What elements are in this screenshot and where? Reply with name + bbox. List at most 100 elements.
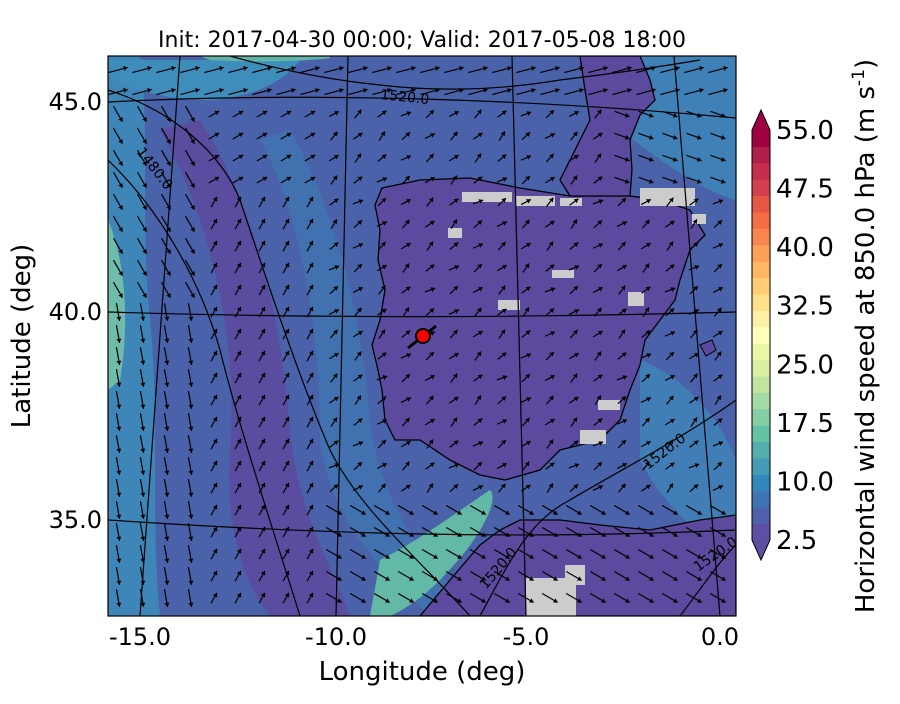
wind-arrow-head [116, 602, 122, 607]
wind-arrow-head [430, 287, 436, 292]
wind-arrow-head [214, 154, 220, 160]
wind-arrow-head [308, 482, 314, 488]
wind-arrow-head [672, 157, 678, 162]
wind-arrow-head [116, 492, 122, 497]
wind-arrow-head [717, 307, 722, 313]
wind-arrow-head [361, 576, 366, 581]
wind-arrow-head [601, 554, 606, 559]
wind-arrow-head [453, 155, 459, 160]
colorbar-segment [752, 228, 770, 246]
wind-arrow-head [502, 419, 508, 424]
map-title: Init: 2017-04-30 00:00; Valid: 2017-05-0… [158, 28, 686, 53]
wind-arrow-head [668, 241, 674, 247]
wind-arrow-head [236, 482, 242, 488]
wind-arrow-head [188, 536, 194, 541]
wind-arrow-head [166, 161, 171, 166]
wind-arrow-head [717, 220, 723, 225]
wind-arrow-head [433, 554, 438, 559]
wind-arrow-head [357, 176, 363, 182]
wind-arrow-head [284, 460, 290, 466]
wind-arrow-head [574, 309, 579, 314]
wind-arrow-head [308, 196, 314, 202]
wind-arrow-head [525, 132, 531, 137]
wind-arrow-head [411, 88, 416, 93]
wind-arrow-head [236, 240, 242, 246]
wind-arrow-head [526, 353, 532, 358]
wind-arrow-head [717, 331, 723, 336]
wind-arrow-head [620, 285, 626, 291]
wind-arrow-head [405, 132, 411, 137]
wind-arrow-head [166, 271, 171, 276]
wind-arrow-head [236, 460, 242, 466]
wind-arrow-head [308, 218, 314, 224]
wind-arrow-head [142, 117, 147, 122]
wind-arrow-head [212, 526, 218, 532]
wind-arrow-head [405, 330, 411, 335]
wind-arrow-head [142, 249, 147, 254]
wind-arrow-head [339, 66, 344, 71]
colorbar-segment [752, 376, 770, 393]
wind-arrow-head [358, 199, 364, 204]
wind-arrow-head [284, 350, 290, 356]
colorbar-segment [752, 277, 770, 295]
wind-arrow-head [429, 308, 435, 313]
wind-arrow-head [668, 439, 674, 445]
wind-arrow-head [260, 504, 266, 510]
wind-arrow-head [291, 66, 296, 71]
wind-arrow-head [692, 373, 698, 379]
wind-arrow-head [260, 548, 266, 554]
wind-arrow-head [260, 460, 266, 466]
wind-arrow-head [308, 526, 314, 532]
wind-arrow-head [356, 351, 362, 357]
wind-arrow-head [315, 66, 320, 71]
wind-arrow-head [525, 176, 530, 181]
wind-arrow-head [284, 394, 290, 400]
map-frame [107, 55, 737, 617]
wind-arrow-head [188, 338, 194, 343]
wind-arrow-head [429, 264, 435, 270]
wind-arrow-head [477, 132, 483, 138]
colorbar-segment [752, 195, 770, 213]
contour-label: 1520.0 [380, 87, 430, 108]
wind-arrow-head [721, 598, 726, 603]
wind-arrow-head [380, 131, 385, 137]
wind-arrow-head [333, 155, 339, 160]
wind-arrow-head [529, 510, 534, 515]
wind-arrow-head [428, 241, 434, 247]
wind-arrow-head [405, 176, 410, 181]
colorbar-tick-label: 55.0 [776, 116, 834, 146]
wind-arrow-head [697, 576, 702, 581]
wind-arrow-head [648, 179, 654, 184]
wind-arrow-head [212, 350, 218, 356]
wind-arrow-head [166, 183, 171, 188]
wind-arrow-head [621, 440, 626, 445]
wind-arrow-head [668, 197, 674, 203]
colorbar-segment [752, 458, 770, 475]
wind-arrow-head [166, 205, 171, 210]
wind-arrow-head [501, 198, 506, 203]
colorbar-tick-label: 40.0 [776, 233, 834, 263]
wind-arrow-head [454, 111, 459, 116]
wind-arrow-head [693, 198, 699, 204]
wind-arrow-head [548, 241, 554, 247]
wind-arrow-head [459, 88, 464, 93]
wind-arrow-head [212, 460, 218, 466]
wind-arrow-head [649, 532, 654, 537]
wind-arrow-head [694, 463, 700, 468]
wind-arrow-head [720, 113, 726, 118]
wind-arrow-head [385, 532, 390, 537]
wind-arrow-head [188, 382, 194, 387]
wind-arrow-head [573, 131, 578, 137]
wind-arrow-head [236, 218, 242, 224]
wind-arrow-head [697, 598, 702, 603]
wind-arrow-head [625, 510, 630, 515]
wind-arrow-head [549, 419, 555, 424]
wind-arrow-head [457, 532, 462, 537]
wind-arrow-head [502, 177, 508, 182]
wind-arrow-head [502, 265, 507, 270]
colorbar-segment [752, 212, 770, 229]
wind-arrow-head [718, 243, 724, 248]
wind-arrow-head [308, 328, 314, 334]
wind-arrow-head [452, 219, 457, 225]
